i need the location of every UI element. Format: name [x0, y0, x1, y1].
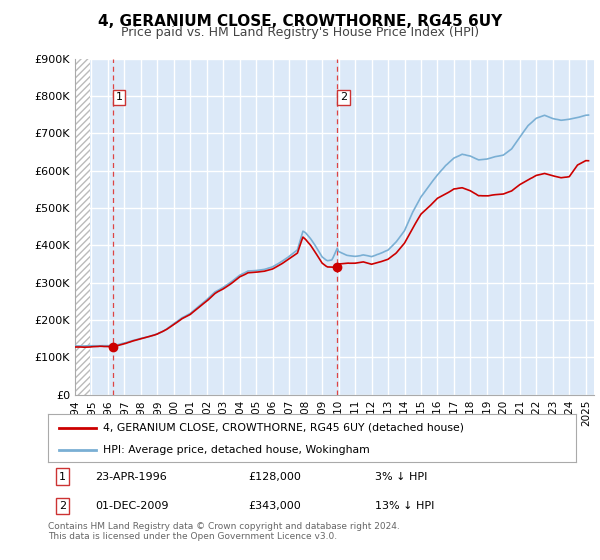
Text: 13% ↓ HPI: 13% ↓ HPI	[376, 501, 435, 511]
Text: HPI: Average price, detached house, Wokingham: HPI: Average price, detached house, Woki…	[103, 445, 370, 455]
Text: 1: 1	[59, 472, 66, 482]
Text: 23-APR-1996: 23-APR-1996	[95, 472, 167, 482]
Text: 4, GERANIUM CLOSE, CROWTHORNE, RG45 6UY (detached house): 4, GERANIUM CLOSE, CROWTHORNE, RG45 6UY …	[103, 423, 464, 433]
Text: 01-DEC-2009: 01-DEC-2009	[95, 501, 169, 511]
Text: Contains HM Land Registry data © Crown copyright and database right 2024.
This d: Contains HM Land Registry data © Crown c…	[48, 522, 400, 542]
Text: 3% ↓ HPI: 3% ↓ HPI	[376, 472, 428, 482]
Text: 1: 1	[116, 92, 122, 102]
Text: £128,000: £128,000	[248, 472, 302, 482]
Text: 2: 2	[340, 92, 347, 102]
Text: 2: 2	[59, 501, 67, 511]
Text: 4, GERANIUM CLOSE, CROWTHORNE, RG45 6UY: 4, GERANIUM CLOSE, CROWTHORNE, RG45 6UY	[98, 14, 502, 29]
Text: £343,000: £343,000	[248, 501, 301, 511]
Text: Price paid vs. HM Land Registry's House Price Index (HPI): Price paid vs. HM Land Registry's House …	[121, 26, 479, 39]
Bar	[75, 59, 90, 395]
